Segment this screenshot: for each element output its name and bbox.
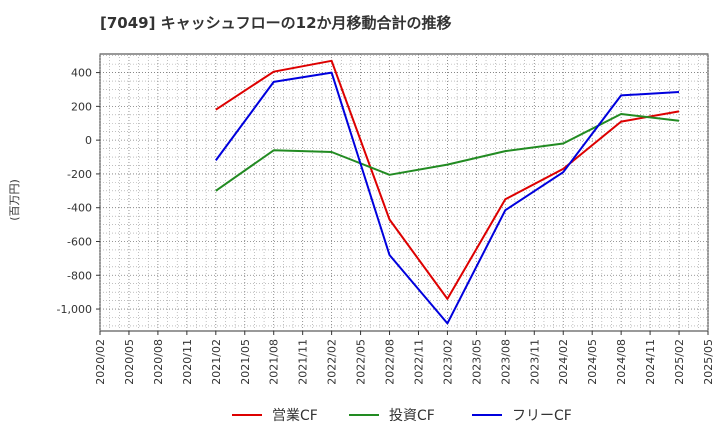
series-line-営業CF bbox=[215, 59, 680, 300]
legend-label: フリーCF bbox=[512, 408, 572, 424]
x-tick-label: 2022/05 bbox=[355, 339, 368, 385]
legend-label: 投資CF bbox=[389, 408, 435, 424]
y-axis: 400 200 0 -200 -400 -600 -800 -1,000 bbox=[57, 67, 100, 316]
x-tick-label: 2023/02 bbox=[441, 339, 454, 385]
x-tick-label: 2023/08 bbox=[499, 339, 512, 385]
x-tick-label: 2021/08 bbox=[268, 339, 281, 385]
x-tick-label: 2020/11 bbox=[181, 339, 194, 385]
plot-area bbox=[99, 53, 709, 332]
x-axis: 2020/02 2020/05 2020/08 2020/11 2021/02 2021/… bbox=[94, 331, 715, 385]
y-tick-label: -1,000 bbox=[57, 303, 92, 316]
y-axis-label: (百万円) bbox=[8, 179, 21, 221]
x-tick-label: 2024/11 bbox=[644, 339, 657, 385]
x-tick-label: 2020/02 bbox=[94, 339, 107, 385]
series-line-投資CF bbox=[215, 113, 680, 192]
legend: 営業CF 投資CF フリーCF bbox=[232, 408, 572, 424]
x-tick-label: 2022/02 bbox=[326, 339, 339, 385]
x-tick-label: 2023/05 bbox=[470, 339, 483, 385]
y-tick-label: 400 bbox=[71, 67, 92, 80]
legend-label: 営業CF bbox=[272, 408, 318, 424]
x-tick-label: 2021/05 bbox=[239, 339, 252, 385]
x-tick-label: 2024/08 bbox=[615, 339, 628, 385]
y-tick-label: 200 bbox=[71, 100, 92, 113]
y-tick-label: 0 bbox=[85, 134, 92, 147]
y-tick-label: -200 bbox=[67, 168, 92, 181]
x-tick-label: 2025/05 bbox=[702, 339, 715, 385]
y-tick-label: -400 bbox=[67, 202, 92, 215]
chart-title: [7049] キャッシュフローの12か月移動合計の推移 bbox=[100, 14, 452, 32]
x-tick-label: 2020/08 bbox=[152, 339, 165, 385]
x-tick-label: 2023/11 bbox=[528, 339, 541, 385]
x-tick-label: 2024/02 bbox=[557, 339, 570, 385]
series-line-フリーCF bbox=[214, 71, 680, 325]
x-tick-label: 2020/05 bbox=[123, 339, 136, 385]
y-tick-label: -600 bbox=[67, 235, 92, 248]
y-tick-label: -800 bbox=[67, 269, 92, 282]
grid-lines bbox=[99, 54, 709, 331]
x-tick-label: 2025/02 bbox=[673, 339, 686, 385]
x-tick-label: 2022/08 bbox=[384, 339, 397, 385]
x-tick-label: 2021/02 bbox=[210, 339, 223, 385]
x-tick-label: 2021/11 bbox=[297, 339, 310, 385]
series-lines bbox=[214, 59, 680, 325]
x-tick-label: 2024/05 bbox=[586, 339, 599, 385]
x-tick-label: 2022/11 bbox=[412, 339, 425, 385]
